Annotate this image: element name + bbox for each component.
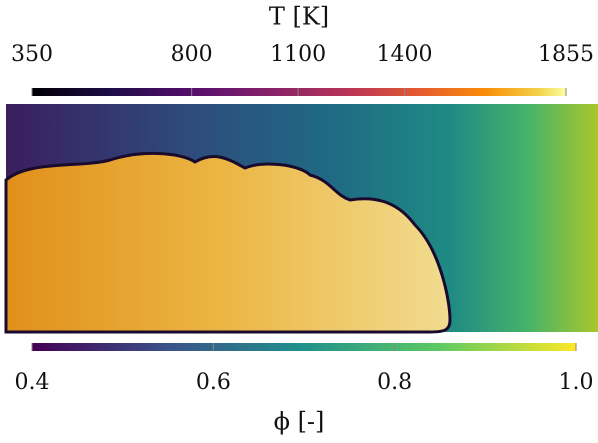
colorbar [32,88,566,96]
colorbar [32,343,576,351]
flame-region [4,152,452,334]
tick-label: 0.4 [15,370,50,395]
tick-label: 350 [11,42,53,67]
tick-label: 800 [171,42,213,67]
tick-label: 1.0 [559,370,594,395]
tick-label: 1855 [538,42,594,67]
tick-label: 1400 [377,42,433,67]
tick-label: 1100 [270,42,326,67]
bottom-colorbar-label: ϕ [-] [274,408,325,436]
tick-label: 0.6 [196,370,231,395]
top-colorbar-label: T [K] [269,3,329,31]
tick-label: 0.8 [377,370,412,395]
